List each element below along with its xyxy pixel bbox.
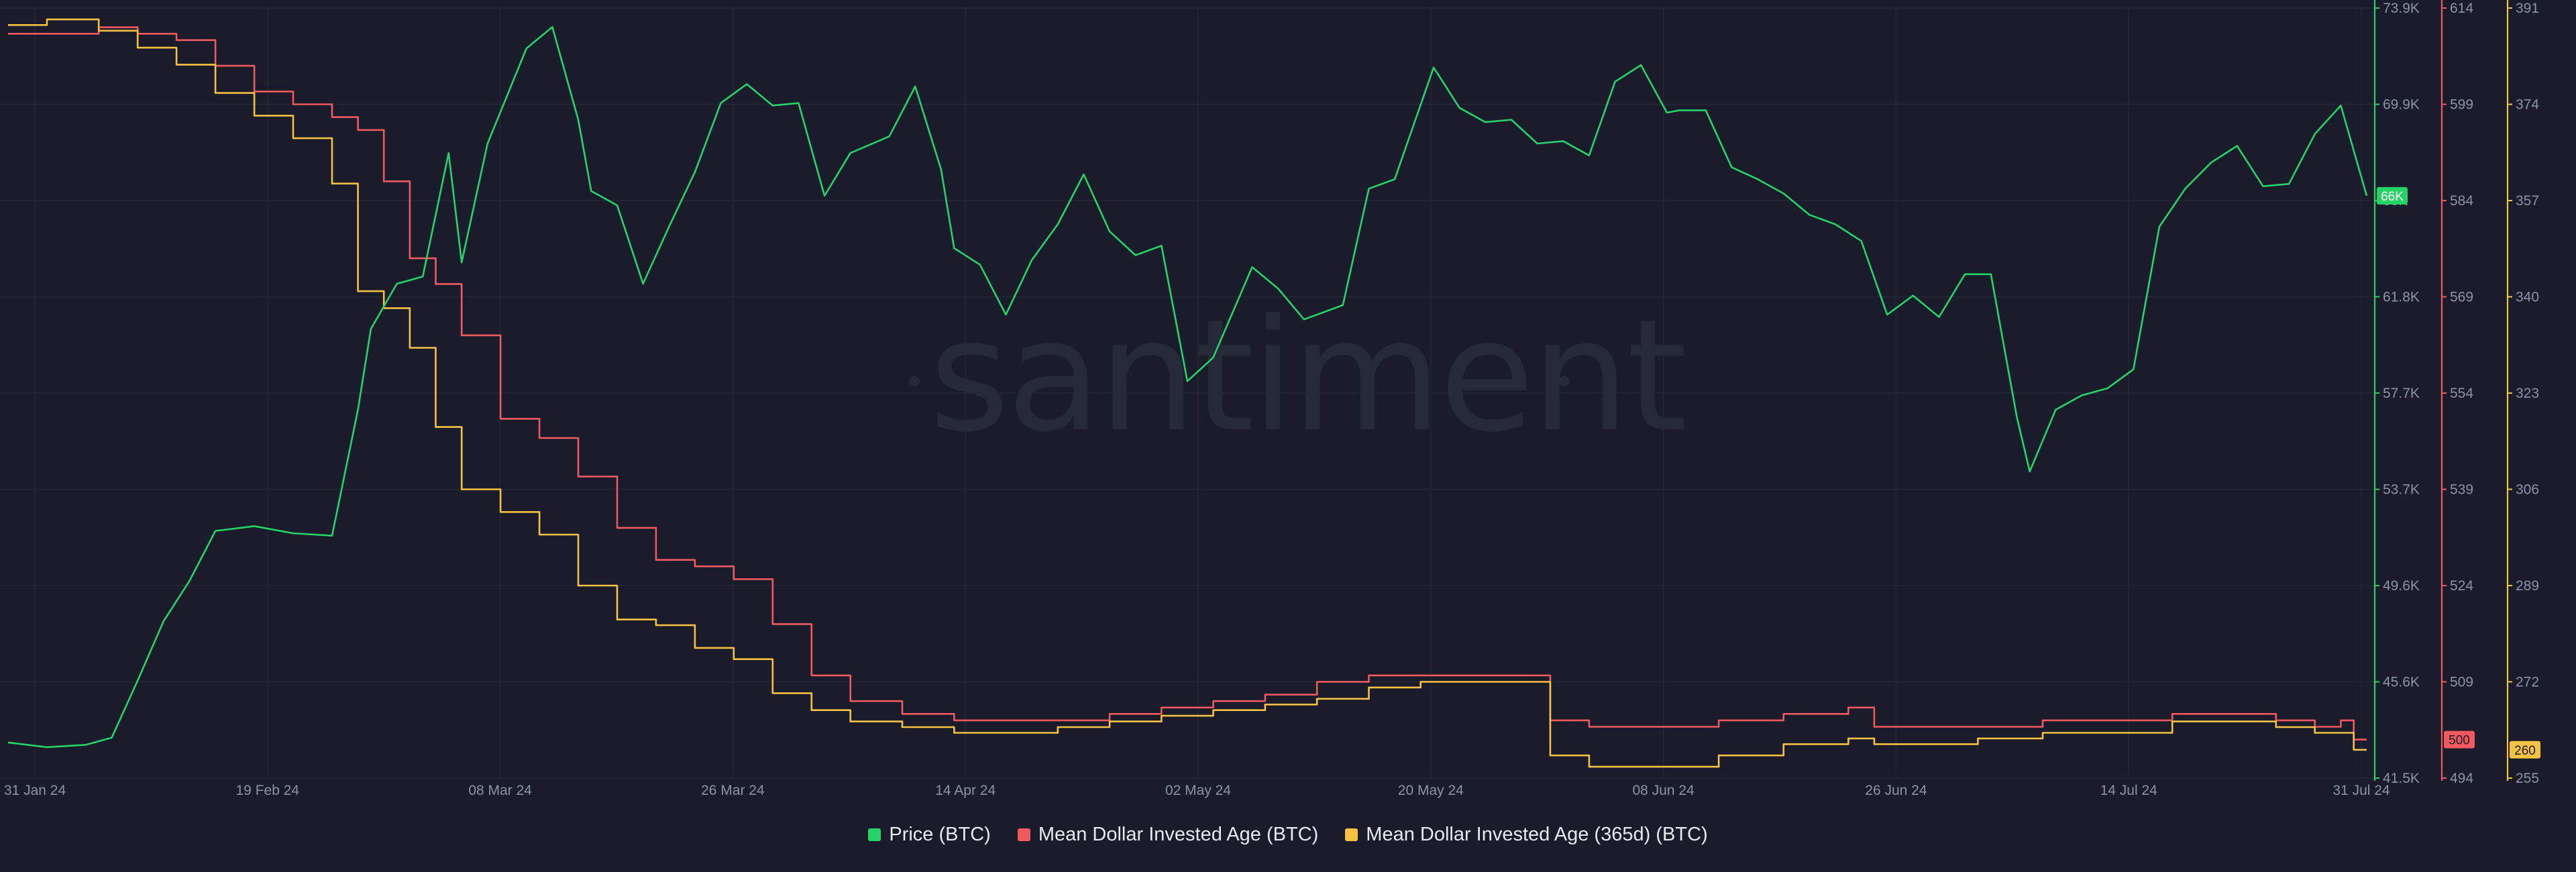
axis-current-badge-label-price: 66K — [2381, 190, 2404, 204]
axis-tick-label-price: 61.8K — [2383, 290, 2420, 305]
axis-current-badge-mdia365 — [2510, 741, 2540, 759]
x-tick-label: 20 May 24 — [1398, 783, 1464, 798]
axis-tick-label-mdia: 524 — [2450, 578, 2473, 594]
legend-item-price[interactable]: Price (BTC) — [868, 824, 991, 846]
axis-tick-label-mdia: 584 — [2450, 193, 2473, 209]
legend-item-mdia[interactable]: Mean Dollar Invested Age (BTC) — [1017, 824, 1319, 846]
series-line-price — [7, 26, 2368, 749]
axis-tick-label-mdia365: 272 — [2516, 675, 2539, 690]
x-tick-label: 31 Jul 24 — [2332, 783, 2390, 798]
legend-label-mdia-365d: Mean Dollar Invested Age (365d) (BTC) — [1366, 824, 1708, 845]
series-line-mdia365 — [8, 18, 2367, 768]
series-lines — [7, 18, 2368, 768]
axis-tick-label-price: 73.9K — [2383, 1, 2420, 16]
x-axis: 31 Jan 24 19 Feb 24 08 Mar 24 26 Mar 24 14 A… — [4, 783, 2390, 798]
axis-tick-label-mdia365: 323 — [2516, 386, 2539, 401]
legend-swatch-mdia — [1017, 828, 1030, 841]
x-tick-label: 02 May 24 — [1165, 783, 1231, 798]
y-axes: 73.9K 69.9K 66K 61.8K 57.7K 53.7K 49.6K 45.6K 41… — [2373, 0, 2540, 786]
x-tick-label: 19 Feb 24 — [236, 783, 300, 798]
axis-tick-label-mdia: 614 — [2450, 1, 2473, 16]
watermark: santiment — [909, 287, 1687, 466]
legend-label-mdia: Mean Dollar Invested Age (BTC) — [1038, 824, 1319, 845]
axis-tick-label-price: 57.7K — [2383, 386, 2420, 401]
legend-item-mdia-365d[interactable]: Mean Dollar Invested Age (365d) (BTC) — [1345, 824, 1708, 846]
axis-current-badge-price — [2377, 186, 2408, 205]
x-tick-label: 14 Jul 24 — [2100, 783, 2158, 798]
axis-tick-label-mdia: 569 — [2450, 290, 2473, 305]
axis-tick-label-price: 41.5K — [2383, 771, 2420, 786]
axis-tick-label-mdia365: 340 — [2516, 290, 2539, 305]
x-tick-label: 14 Apr 24 — [935, 783, 996, 798]
axis-current-badge-label-mdia: 500 — [2449, 734, 2470, 748]
axis-tick-label-mdia365: 255 — [2516, 771, 2539, 786]
axis-tick-label-mdia365: 289 — [2516, 578, 2539, 594]
x-tick-label: 08 Mar 24 — [468, 783, 532, 798]
axis-tick-label-mdia365: 306 — [2516, 482, 2539, 498]
legend: Price (BTC) Mean Dollar Invested Age (BT… — [0, 824, 2576, 846]
axis-tick-label-price: 45.6K — [2383, 675, 2420, 690]
axis-tick-label-mdia: 554 — [2450, 386, 2473, 401]
axis-tick-label-mdia365: 374 — [2516, 97, 2539, 113]
x-tick-label: 08 Jun 24 — [1632, 783, 1695, 798]
x-tick-label: 26 Jun 24 — [1865, 783, 1927, 798]
axis-tick-label-price: 69.9K — [2383, 97, 2420, 113]
x-tick-label: 26 Mar 24 — [701, 783, 765, 798]
watermark-dot-right — [1559, 376, 1570, 386]
axis-tick-label-price: 49.6K — [2383, 578, 2420, 594]
axis-tick-label-price: 53.7K — [2383, 482, 2420, 498]
watermark-dot-left — [909, 376, 920, 386]
legend-label-price: Price (BTC) — [889, 824, 991, 845]
legend-swatch-mdia-365d — [1345, 828, 1358, 841]
axis-tick-label-mdia: 599 — [2450, 97, 2473, 113]
axis-tick-label-mdia: 494 — [2450, 771, 2473, 786]
legend-swatch-price — [868, 828, 881, 841]
axis-tick-label-mdia365: 357 — [2516, 193, 2539, 209]
axis-current-badge-mdia — [2444, 730, 2475, 749]
axis-current-badge-label-mdia365: 260 — [2514, 744, 2536, 758]
grid-lines — [0, 7, 2375, 779]
x-tick-label: 31 Jan 24 — [4, 783, 66, 798]
axis-tick-label-mdia: 509 — [2450, 675, 2473, 690]
axis-tick-label-mdia: 539 — [2450, 482, 2473, 498]
axis-tick-label-mdia365: 391 — [2516, 1, 2539, 16]
series-line-mdia — [8, 26, 2367, 741]
watermark-text: santiment — [929, 287, 1684, 466]
